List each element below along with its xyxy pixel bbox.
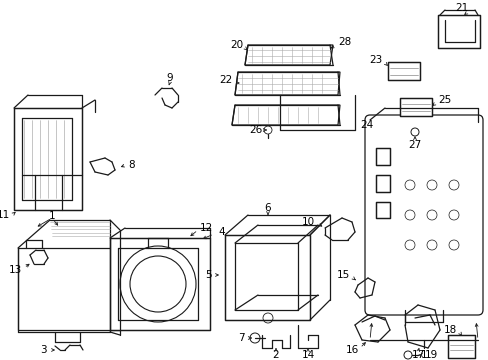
- Text: 8: 8: [128, 160, 134, 170]
- Polygon shape: [375, 202, 389, 218]
- Text: 1: 1: [49, 211, 55, 221]
- Text: 20: 20: [229, 40, 243, 50]
- Text: 17: 17: [410, 350, 424, 360]
- Text: 19: 19: [424, 350, 437, 360]
- Polygon shape: [110, 238, 209, 330]
- Polygon shape: [399, 98, 431, 116]
- FancyBboxPatch shape: [364, 115, 482, 315]
- Text: 9: 9: [166, 73, 173, 83]
- Polygon shape: [244, 45, 332, 65]
- Text: 6: 6: [264, 203, 271, 213]
- Text: 3: 3: [40, 345, 46, 355]
- Polygon shape: [224, 235, 309, 320]
- Polygon shape: [375, 175, 389, 192]
- Text: 5: 5: [205, 270, 212, 280]
- Text: 21: 21: [454, 3, 467, 13]
- Polygon shape: [447, 335, 474, 358]
- Polygon shape: [14, 108, 82, 210]
- Text: 14: 14: [301, 350, 314, 360]
- Text: 28: 28: [337, 37, 350, 47]
- Text: 7: 7: [238, 333, 244, 343]
- Text: 4: 4: [218, 227, 224, 237]
- Text: 13: 13: [9, 265, 22, 275]
- Text: 10: 10: [301, 217, 314, 227]
- Polygon shape: [387, 62, 419, 80]
- Polygon shape: [231, 105, 339, 125]
- Text: 2: 2: [272, 350, 279, 360]
- Text: 12: 12: [200, 223, 213, 233]
- Polygon shape: [235, 72, 339, 95]
- Text: 27: 27: [407, 140, 421, 150]
- Text: 11: 11: [0, 210, 10, 220]
- Text: 16: 16: [345, 345, 358, 355]
- Text: 24: 24: [359, 120, 372, 130]
- Text: 22: 22: [219, 75, 232, 85]
- Text: 25: 25: [437, 95, 450, 105]
- Text: 15: 15: [336, 270, 349, 280]
- Polygon shape: [18, 248, 120, 330]
- Polygon shape: [437, 15, 479, 48]
- Polygon shape: [375, 148, 389, 165]
- Text: 1: 1: [420, 350, 427, 360]
- Text: 26: 26: [248, 125, 262, 135]
- Text: 18: 18: [443, 325, 456, 335]
- Text: 23: 23: [369, 55, 382, 65]
